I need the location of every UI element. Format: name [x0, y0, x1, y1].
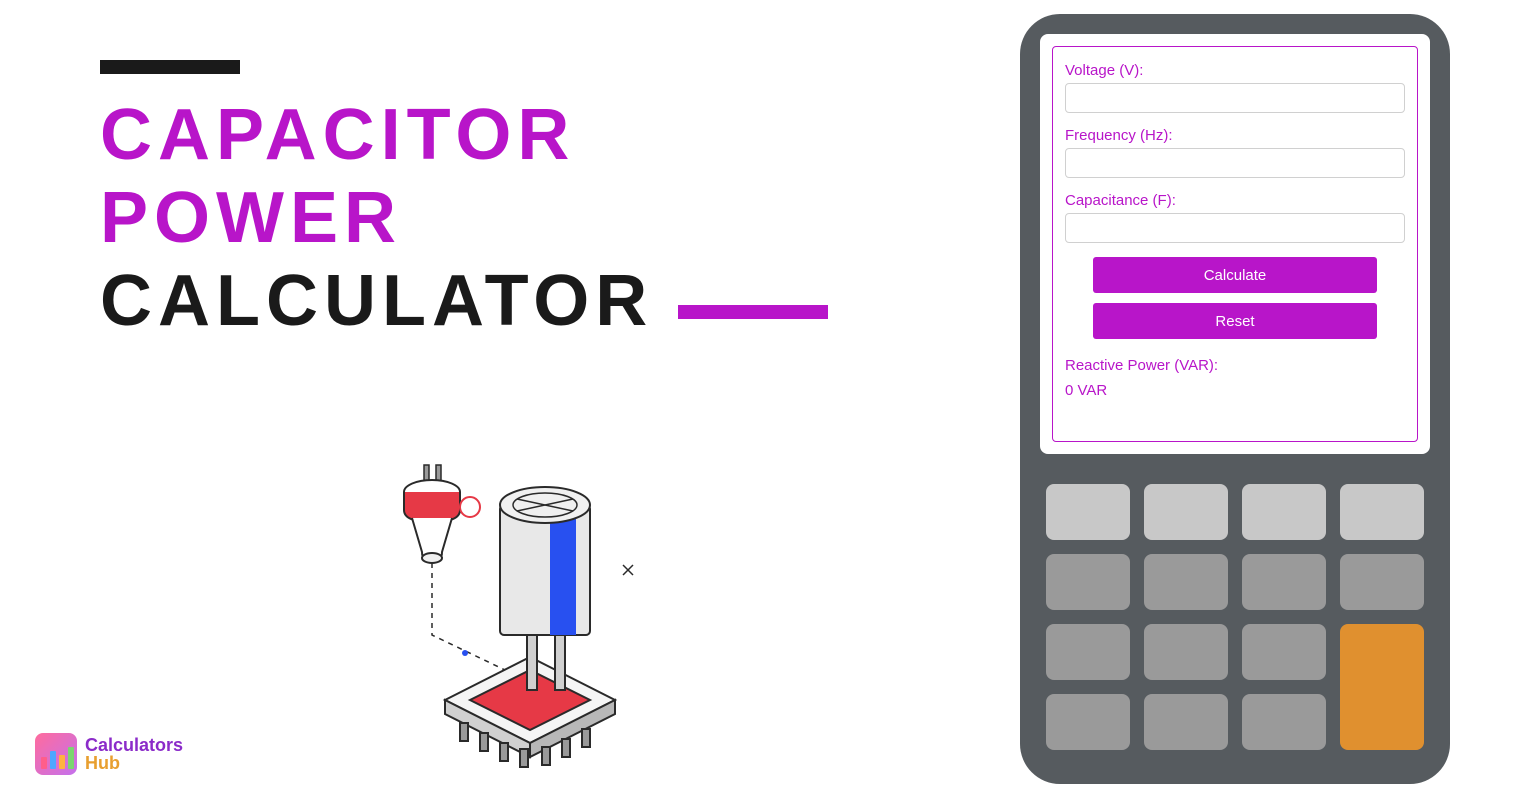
capacitor-illustration [330, 455, 730, 775]
keypad-key[interactable] [1242, 624, 1326, 680]
result-label: Reactive Power (VAR): [1065, 357, 1405, 374]
keypad-key[interactable] [1340, 484, 1424, 540]
decorative-bar-top [100, 60, 240, 74]
title-line-3: CALCULATOR [100, 261, 653, 341]
voltage-input[interactable] [1065, 83, 1405, 113]
keypad-key[interactable] [1046, 694, 1130, 750]
keypad-key[interactable] [1144, 694, 1228, 750]
calculator-screen: Voltage (V): Frequency (Hz): Capacitance… [1040, 34, 1430, 454]
capacitance-label: Capacitance (F): [1065, 192, 1405, 209]
keypad-key[interactable] [1046, 554, 1130, 610]
logo-icon [35, 733, 77, 775]
keypad-key[interactable] [1242, 484, 1326, 540]
keypad-key[interactable] [1046, 624, 1130, 680]
frequency-input[interactable] [1065, 148, 1405, 178]
calculate-button[interactable]: Calculate [1093, 257, 1377, 293]
title-line-1: CAPACITOR [100, 94, 900, 177]
keypad-key[interactable] [1340, 554, 1424, 610]
keypad-key[interactable] [1144, 554, 1228, 610]
frequency-label: Frequency (Hz): [1065, 127, 1405, 144]
decorative-bar-bottom [678, 305, 828, 319]
keypad-key[interactable] [1242, 694, 1326, 750]
keypad-key[interactable] [1144, 484, 1228, 540]
calculator-form: Voltage (V): Frequency (Hz): Capacitance… [1052, 46, 1418, 442]
voltage-label: Voltage (V): [1065, 62, 1405, 79]
keypad-key[interactable] [1046, 484, 1130, 540]
reset-button[interactable]: Reset [1093, 303, 1377, 339]
calculator-keypad [1040, 484, 1430, 750]
calculator-device: Voltage (V): Frequency (Hz): Capacitance… [1020, 14, 1450, 784]
keypad-key[interactable] [1144, 624, 1228, 680]
logo-text: Calculators Hub [85, 736, 183, 772]
keypad-key-equals[interactable] [1340, 624, 1424, 750]
capacitance-input[interactable] [1065, 213, 1405, 243]
brand-logo: Calculators Hub [35, 733, 183, 775]
title-section: CAPACITOR POWER CALCULATOR [100, 60, 900, 342]
result-value: 0 VAR [1065, 382, 1405, 399]
keypad-key[interactable] [1242, 554, 1326, 610]
title-line-2: POWER [100, 177, 900, 260]
